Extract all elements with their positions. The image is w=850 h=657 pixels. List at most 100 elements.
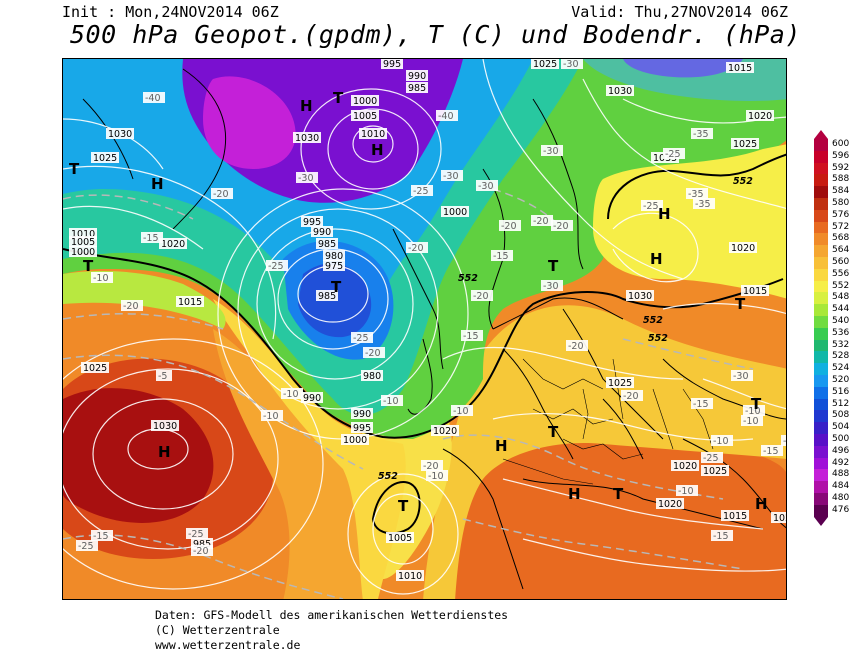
temperature-label: -25 [78, 541, 94, 552]
high-pressure-mark: H [371, 141, 384, 159]
legend-swatch [814, 375, 828, 388]
temperature-label: -20 [568, 341, 584, 352]
pressure-label: 1025 [733, 139, 757, 150]
legend-swatch [814, 457, 828, 470]
temperature-label-box [411, 185, 433, 196]
pressure-label-box [626, 290, 654, 301]
pressure-label-box [106, 128, 134, 139]
temperature-label-box [499, 220, 521, 231]
temperature-label-box [451, 405, 473, 416]
legend-label: 540 [832, 316, 850, 326]
pressure-label-box [361, 370, 383, 381]
pressure-label: 990 [313, 227, 331, 238]
legend-swatch [814, 422, 828, 435]
pressure-label-box [351, 422, 373, 433]
temperature-label-box [641, 200, 663, 211]
temperature-label-box [211, 188, 233, 199]
pressure-label: 1025 [83, 363, 107, 374]
temperature-label-box [701, 452, 723, 463]
temperature-label-box [781, 435, 786, 446]
pressure-label-box [323, 250, 345, 261]
pressure-label-box [69, 246, 97, 257]
temperature-label: -30 [543, 281, 559, 292]
temperature-label-box [476, 180, 498, 191]
temperature-label-box [143, 92, 165, 103]
temperature-label: -10 [283, 389, 299, 400]
legend-swatch [814, 351, 828, 364]
temperature-label-box [381, 395, 403, 406]
legend-swatch [814, 339, 828, 352]
pressure-label: 1020 [748, 111, 772, 122]
contour-label: 552 [458, 273, 478, 284]
temperature-label: -20 [553, 221, 569, 232]
legend-swatch [814, 316, 828, 329]
temperature-label-box [351, 332, 373, 343]
legend-label: 516 [832, 386, 850, 397]
low-pressure-mark: T [331, 278, 342, 296]
pressure-label: 1010 [71, 229, 95, 240]
temperature-label: -20 [423, 461, 439, 472]
legend-swatch [814, 233, 828, 246]
high-pressure-mark: H [755, 495, 768, 513]
temperature-label: -15 [493, 251, 509, 262]
temperature-label: -10 [428, 471, 444, 482]
legend-swatch [814, 363, 828, 376]
pressure-label-box [396, 570, 424, 581]
pressure-label-box [431, 425, 459, 436]
temperature-label-box [141, 232, 163, 243]
legend-swatch [814, 186, 828, 199]
pressure-label: 1010 [361, 129, 385, 140]
legend-label: 588 [832, 174, 850, 185]
pressure-label: 985 [193, 539, 211, 550]
legend-label: 560 [832, 257, 850, 267]
pressure-label: 1025 [703, 466, 727, 477]
pressure-label-box [151, 420, 179, 431]
pressure-label: 1005 [353, 111, 377, 122]
pressure-label: 1020 [673, 461, 697, 472]
temperature-label: -30 [443, 171, 459, 182]
legend-swatch [814, 139, 828, 152]
low-pressure-mark: T [548, 423, 559, 441]
temperature-label: -20 [473, 291, 489, 302]
pressure-label-box [606, 85, 634, 96]
legend-label: 496 [832, 445, 850, 456]
pressure-label: 1025 [533, 59, 557, 70]
pressure-label: 1030 [295, 133, 319, 144]
temperature-label: -30 [733, 371, 749, 382]
pressure-label: 1010 [398, 571, 422, 582]
pressure-label-box [159, 238, 187, 249]
valid-time: Valid: Thu,27NOV2014 06Z [571, 3, 788, 21]
temperature-label: -15 [713, 531, 729, 542]
temperature-label-box [711, 530, 733, 541]
high-pressure-mark: H [568, 485, 581, 503]
legend-label: 576 [832, 209, 850, 220]
footer-url[interactable]: www.wetterzentrale.de [155, 638, 301, 652]
legend-label: 492 [832, 457, 850, 468]
temperature-label: -20 [213, 189, 229, 200]
pressure-label-box [381, 59, 403, 69]
legend-label: 504 [832, 422, 850, 433]
pressure-label: 995 [383, 59, 401, 70]
temperature-label-box [621, 390, 643, 401]
contour-label: 552 [643, 315, 663, 326]
pressure-label: 1000 [353, 96, 377, 107]
high-pressure-mark: H [151, 175, 164, 193]
temperature-label: -30 [298, 173, 314, 184]
temperature-label: -10 [713, 436, 729, 447]
pressure-label-box [726, 62, 754, 73]
temperature-label: -25 [268, 261, 284, 272]
pressure-label-box [606, 377, 634, 388]
field-lightgreen-edge [63, 271, 226, 329]
pressure-label: 1015 [723, 511, 747, 522]
temperature-label-box [741, 415, 763, 426]
legend-swatch [814, 327, 828, 341]
pressure-label: 1005 [71, 237, 95, 248]
pressure-label-box [386, 532, 414, 543]
legend-label: 600 [832, 139, 850, 149]
pressure-label-box [441, 206, 469, 217]
footer-copyright: (C) Wetterzentrale [155, 623, 280, 637]
low-pressure-mark: T [735, 295, 746, 313]
temperature-label-box [711, 435, 733, 446]
temperature-label: -35 [695, 199, 711, 210]
pressure-label: 990 [303, 393, 321, 404]
